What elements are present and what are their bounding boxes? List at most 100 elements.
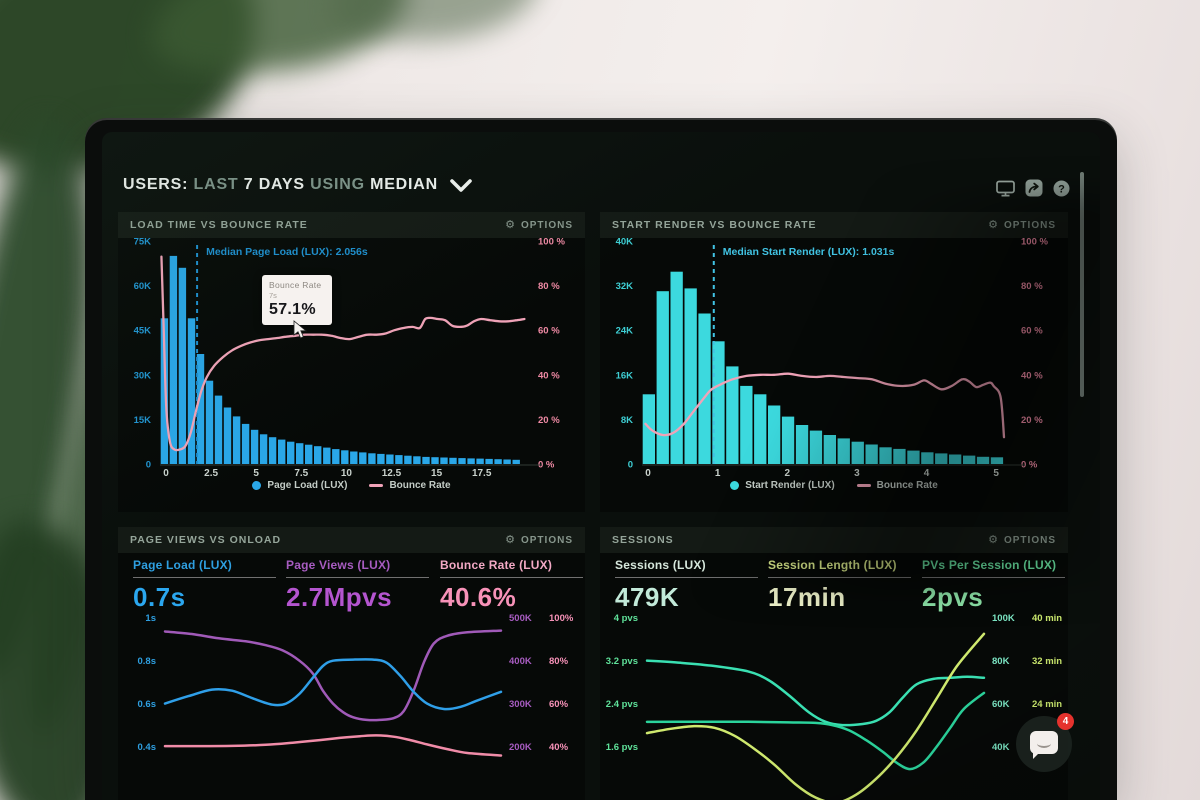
- axis-tick: 4 pvs: [614, 613, 638, 624]
- legend-line-swatch: [856, 484, 871, 487]
- panel-title: SESSIONS: [612, 534, 674, 546]
- series-line: [163, 734, 503, 757]
- axis-tick: 60K: [134, 281, 152, 292]
- load-time-histogram-chart[interactable]: 75K 60K 45K 30K 15K 0 100 % 80 % 60 % 40 % 20 % 0 %…: [118, 238, 585, 478]
- axis-tick: 0 %: [538, 460, 555, 471]
- histogram-bar: [809, 430, 823, 464]
- histogram-bar: [698, 313, 711, 464]
- histogram-bar: [851, 441, 864, 464]
- axis-tick: 5: [993, 468, 999, 478]
- axis-tick: 0.8s: [138, 656, 157, 667]
- histogram-bar: [422, 456, 430, 464]
- axis-tick: 15K: [134, 415, 152, 426]
- axis-tick: 100 %: [538, 238, 565, 248]
- axis-tick: 1: [715, 468, 721, 478]
- bounce-rate-line: [160, 255, 526, 452]
- options-button[interactable]: ⚙ OPTIONS: [505, 218, 573, 231]
- options-button[interactable]: ⚙ OPTIONS: [505, 533, 573, 546]
- scrollbar[interactable]: [1080, 172, 1084, 397]
- cursor-pointer-icon: [293, 320, 307, 339]
- options-button[interactable]: ⚙ OPTIONS: [988, 218, 1056, 231]
- metric-underline: [768, 577, 911, 578]
- histogram-bar: [259, 434, 268, 464]
- axis-tick: 32 min: [1032, 656, 1062, 667]
- axis-tick: 0: [628, 460, 633, 471]
- axis-tick: 12.5: [382, 468, 402, 478]
- start-render-histogram-chart[interactable]: 40K 32K 24K 16K 8K 0 100 % 80 % 60 % 40 % 20 % 0 % 0…: [600, 238, 1068, 478]
- panel-title: PAGE VIEWS VS ONLOAD: [130, 534, 282, 546]
- axis-tick: 40K: [992, 742, 1010, 753]
- histogram-bar: [768, 405, 781, 464]
- axis-tick: 0.6s: [138, 699, 157, 710]
- metric-value: 479K: [615, 582, 680, 612]
- axis-tick: 40 %: [1021, 370, 1043, 381]
- histogram-bar: [160, 318, 169, 464]
- series-line: [163, 658, 503, 711]
- axis-tick: 0.4s: [138, 742, 157, 753]
- dashboard-title-dropdown[interactable]: USERS: LAST 7 DAYS USING MEDIAN: [123, 176, 472, 194]
- axis-tick: 40%: [549, 742, 569, 753]
- legend-item[interactable]: Page Load (LUX): [252, 480, 347, 491]
- axis-tick: 5: [253, 468, 259, 478]
- metric-underline: [286, 577, 429, 578]
- histogram-bar: [178, 267, 187, 464]
- histogram-bar: [205, 380, 214, 464]
- histogram-bar: [963, 455, 976, 464]
- help-icon[interactable]: ?: [1052, 179, 1071, 197]
- histogram-bar: [404, 455, 412, 464]
- axis-tick: 15: [431, 468, 443, 478]
- histogram-bar: [296, 443, 304, 464]
- histogram-bar: [949, 454, 962, 464]
- panel-page-views-vs-onload: PAGE VIEWS VS ONLOAD ⚙ OPTIONS Page Load…: [118, 527, 585, 800]
- axis-tick: 100 %: [1021, 238, 1048, 248]
- histogram-bar: [368, 453, 376, 464]
- histogram-bar: [449, 457, 457, 464]
- display-icon[interactable]: [996, 179, 1015, 197]
- histogram-bar: [990, 457, 1004, 464]
- svg-text:?: ?: [1058, 183, 1065, 195]
- histogram-bar: [268, 437, 277, 464]
- axis-tick: 200K: [509, 742, 532, 753]
- axis-tick: 30K: [134, 370, 152, 381]
- axis-tick: 100K: [992, 613, 1015, 624]
- axis-tick: 20 %: [1021, 415, 1043, 426]
- histogram-bar: [305, 444, 313, 464]
- share-icon[interactable]: [1024, 179, 1043, 197]
- legend-dot-swatch: [252, 481, 262, 490]
- histogram-bar: [196, 354, 205, 464]
- axis-tick: 80 %: [538, 281, 560, 292]
- series-line: [645, 659, 986, 727]
- page-views-onload-line-chart[interactable]: 1s 0.8s 0.6s 0.4s 500K 400K 300K 200K 100% 80% 60%…: [118, 610, 585, 800]
- axis-tick: 32K: [616, 281, 634, 292]
- metric-value: 2.7Mpvs: [286, 582, 393, 612]
- legend-item[interactable]: Bounce Rate: [369, 480, 451, 491]
- axis-tick: Median Start Render (LUX): 1.031s: [723, 246, 895, 258]
- options-button[interactable]: ⚙ OPTIONS: [988, 533, 1056, 546]
- axis-tick: 2.5: [204, 468, 218, 478]
- legend-item[interactable]: Start Render (LUX): [730, 480, 835, 491]
- histogram-bar: [350, 451, 358, 464]
- histogram-bar: [332, 449, 340, 464]
- series-line: [163, 629, 503, 722]
- histogram-bar: [323, 447, 331, 464]
- axis-tick: 500K: [509, 613, 532, 624]
- histogram-bar: [467, 458, 475, 464]
- axis-tick: 17.5: [472, 468, 492, 478]
- laptop: USERS: LAST 7 DAYS USING MEDIAN: [85, 118, 1117, 800]
- chevron-down-icon[interactable]: [450, 178, 472, 193]
- histogram-bar: [754, 394, 767, 464]
- metric-page-load: Page Load (LUX) 0.7s: [133, 558, 283, 613]
- histogram-bar: [893, 448, 906, 464]
- metric-value: 0.7s: [133, 582, 186, 612]
- axis-tick: 1s: [145, 613, 156, 624]
- panel-start-render-vs-bounce-rate: START RENDER VS BOUNCE RATE ⚙ OPTIONS 40…: [600, 212, 1068, 512]
- histogram-bar: [223, 407, 232, 464]
- metric-value: 40.6%: [440, 582, 517, 612]
- histogram-bar: [386, 454, 394, 464]
- legend-item[interactable]: Bounce Rate: [856, 480, 938, 491]
- histogram-bar: [377, 453, 385, 464]
- chat-widget-button[interactable]: 4: [1016, 713, 1074, 772]
- histogram-bar: [907, 450, 920, 464]
- sessions-line-chart[interactable]: 4 pvs 3.2 pvs 2.4 pvs 1.6 pvs 100K 80K 60K 40K 4…: [600, 610, 1068, 800]
- histogram-bar: [241, 423, 250, 464]
